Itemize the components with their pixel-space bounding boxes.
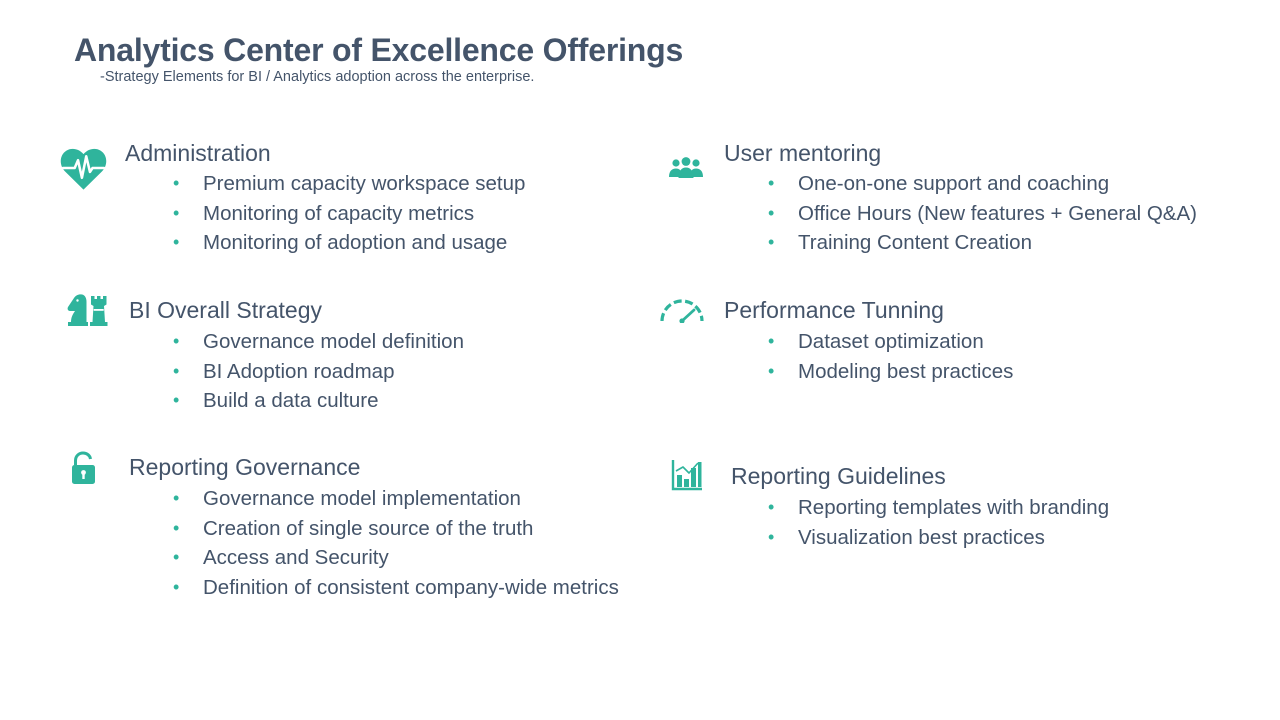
bullet-dot: •	[768, 360, 775, 381]
list-item: • Monitoring of adoption and usage	[173, 228, 525, 258]
list-item: • One-on-one support and coaching	[768, 169, 1197, 199]
bullet-dot: •	[768, 202, 775, 223]
list-item: • Office Hours (New features + General Q&…	[768, 199, 1197, 229]
section-title-administration: Administration	[125, 140, 271, 166]
list-item: • Monitoring of capacity metrics	[173, 199, 525, 229]
bullet-dot: •	[173, 173, 180, 193]
section-title-reporting-guidelines: Reporting Guidelines	[731, 463, 946, 489]
list-item: • Reporting templates with branding	[768, 493, 1110, 523]
bullet-text: Reporting templates with branding	[798, 496, 1110, 519]
bullet-text: Governance model definition	[203, 330, 464, 353]
list-item: • Visualization best practices	[768, 523, 1109, 553]
users-icon	[668, 156, 704, 180]
list-item: • Governance model definition	[173, 327, 464, 357]
list-item: • Creation of single source of the truth	[173, 514, 619, 544]
list-item: • Dataset optimization	[768, 327, 1013, 357]
section-title-bi-overall-strategy: BI Overall Strategy	[129, 297, 323, 323]
bullet-dot: •	[768, 331, 775, 351]
bullet-dot: •	[173, 488, 180, 508]
administration-bullet-list: • Premium capacity workspace setup • Monit…	[173, 169, 526, 258]
bullet-text: Build a data culture	[203, 389, 379, 412]
reporting-guidelines-bullet-list: • Reporting templates with branding • Visu…	[768, 493, 1110, 553]
list-item: • Build a data culture	[173, 386, 464, 416]
bullet-dot: •	[173, 547, 180, 567]
list-item: • Governance model implementation	[173, 484, 619, 514]
bi-overall-strategy-bullet-list: • Governance model definition • BI Adoptio…	[173, 327, 464, 416]
speedometer-icon	[659, 293, 705, 323]
bullet-text: Modeling best practices	[798, 359, 1014, 383]
list-item: • Premium capacity workspace setup	[173, 169, 526, 199]
bullet-dot: •	[173, 517, 180, 538]
list-item: • Training Content Creation	[768, 228, 1197, 258]
bullet-dot: •	[768, 232, 775, 252]
bullet-text: Training Content Creation	[798, 231, 1032, 254]
section-title-performance-tunning: Performance Tunning	[724, 297, 944, 323]
bullet-dot: •	[173, 390, 180, 410]
bar-chart-icon	[671, 459, 703, 491]
bullet-dot: •	[173, 232, 180, 252]
performance-tunning-bullet-list: • Dataset optimization • Modeling best pra…	[768, 327, 1014, 387]
bullet-dot: •	[768, 497, 775, 517]
bullet-text: Monitoring of adoption and usage	[203, 231, 508, 254]
bullet-text: Governance model implementation	[203, 487, 521, 510]
bullet-dot: •	[768, 526, 775, 547]
bullet-text: Visualization best practices	[798, 525, 1045, 549]
list-item: • Modeling best practices	[768, 357, 1014, 387]
bullet-text: Dataset optimization	[798, 330, 984, 353]
bullet-text: Premium capacity workspace setup	[203, 172, 526, 195]
list-item: • Definition of consistent company-wide m…	[173, 573, 619, 603]
bullet-text: Office Hours (New features + General Q&A…	[798, 201, 1197, 225]
bullet-dot: •	[173, 202, 180, 223]
chess-pieces-icon	[64, 292, 108, 330]
bullet-dot: •	[768, 173, 775, 193]
bullet-text: BI Adoption roadmap	[203, 359, 395, 383]
bullet-text: Creation of single source of the truth	[203, 516, 534, 540]
bullet-dot: •	[173, 331, 180, 351]
page-title: Analytics Center of Excellence Offerings	[74, 32, 684, 68]
bullet-text: Definition of consistent company-wide me…	[203, 575, 619, 599]
bullet-text: One-on-one support and coaching	[798, 172, 1110, 195]
reporting-governance-bullet-list: • Governance model implementation • Creati…	[173, 484, 619, 603]
page-subtitle: -Strategy Elements for BI / Analytics ad…	[100, 69, 535, 85]
bullet-text: Access and Security	[203, 546, 389, 569]
bullet-dot: •	[173, 576, 180, 597]
bullet-text: Monitoring of capacity metrics	[203, 201, 475, 225]
list-item: • Access and Security	[173, 543, 619, 573]
section-title-user-mentoring: User mentoring	[724, 140, 882, 166]
section-title-reporting-governance: Reporting Governance	[129, 454, 361, 480]
unlocked-padlock-icon	[71, 451, 97, 485]
list-item: • BI Adoption roadmap	[173, 357, 464, 387]
user-mentoring-bullet-list: • One-on-one support and coaching • Office…	[768, 169, 1197, 258]
heartbeat-icon	[60, 147, 107, 191]
bullet-dot: •	[173, 360, 180, 381]
